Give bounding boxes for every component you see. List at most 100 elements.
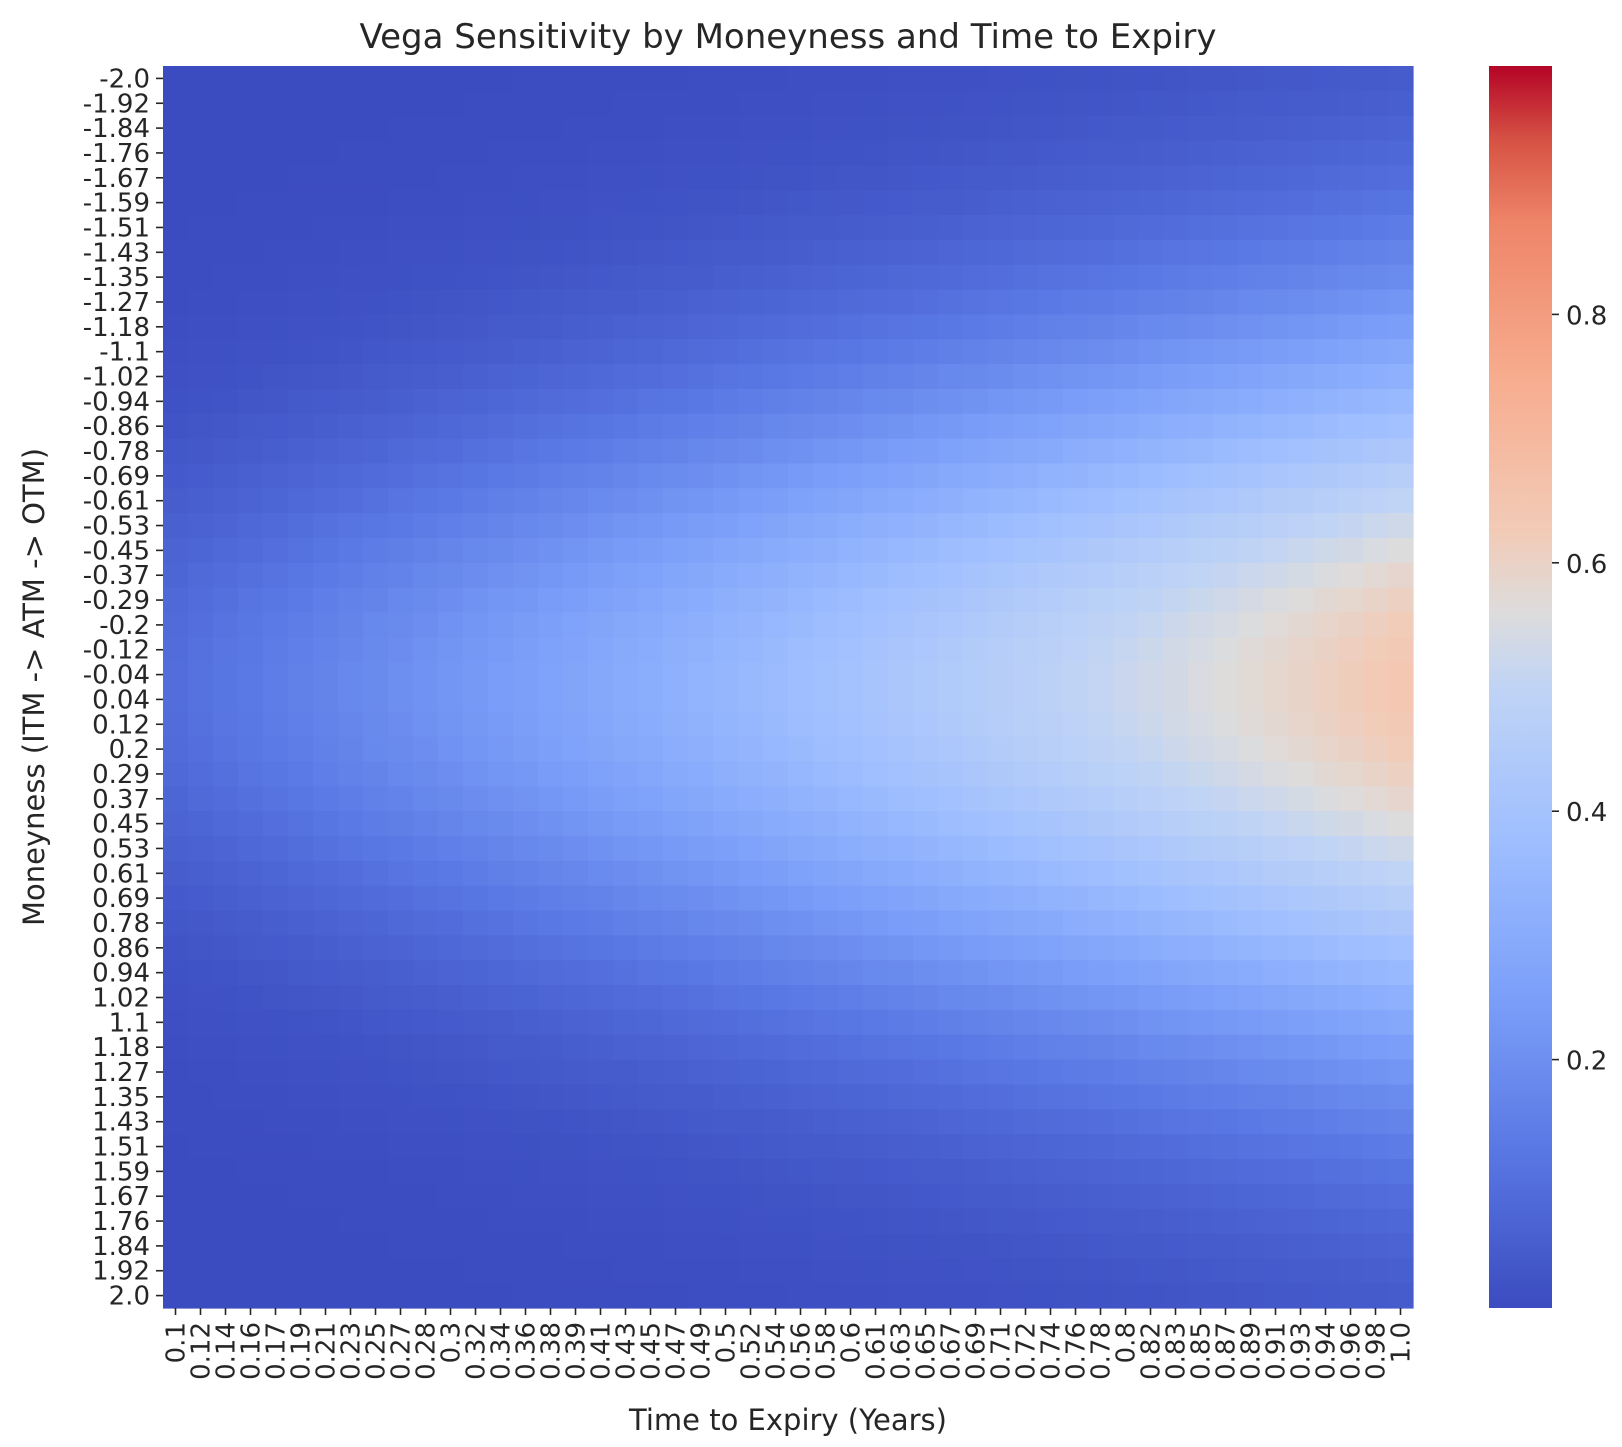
heatmap-cell bbox=[238, 165, 264, 191]
heatmap-cell bbox=[763, 413, 789, 440]
heatmap-cell bbox=[963, 1134, 989, 1160]
heatmap-cell bbox=[1138, 364, 1164, 390]
x-tick-label: 0.91 bbox=[1262, 1322, 1292, 1380]
heatmap-cell bbox=[338, 761, 364, 787]
heatmap-cell bbox=[1138, 314, 1164, 340]
heatmap-cell bbox=[513, 935, 539, 961]
heatmap-cell bbox=[1313, 985, 1339, 1011]
heatmap-cell bbox=[513, 1059, 539, 1086]
heatmap-cell bbox=[1238, 364, 1264, 390]
heatmap-cell bbox=[788, 836, 814, 862]
heatmap-cell bbox=[988, 488, 1014, 514]
heatmap-cell bbox=[1238, 711, 1264, 738]
heatmap-cell bbox=[1263, 140, 1289, 166]
heatmap-cell bbox=[513, 860, 539, 887]
heatmap-cell bbox=[313, 1258, 339, 1284]
heatmap-cell bbox=[1113, 885, 1139, 912]
heatmap-cell bbox=[988, 736, 1014, 763]
heatmap-cell bbox=[1388, 1208, 1414, 1235]
heatmap-cell bbox=[1388, 1183, 1414, 1210]
heatmap-cell bbox=[788, 1208, 814, 1235]
heatmap-cell bbox=[1238, 165, 1264, 191]
heatmap-cell bbox=[963, 935, 989, 961]
heatmap-cell bbox=[1363, 860, 1389, 887]
heatmap-cell bbox=[738, 662, 764, 688]
heatmap-cell bbox=[338, 885, 364, 912]
heatmap-cell bbox=[388, 910, 414, 936]
heatmap-cell bbox=[563, 488, 589, 514]
heatmap-cell bbox=[338, 587, 364, 614]
heatmap-cell bbox=[813, 1034, 839, 1061]
heatmap-cell bbox=[763, 488, 789, 514]
heatmap-cell bbox=[888, 935, 914, 961]
heatmap-cell bbox=[1213, 885, 1239, 912]
heatmap-cell bbox=[963, 115, 989, 142]
heatmap-cell bbox=[738, 513, 764, 539]
heatmap-cell bbox=[1163, 140, 1189, 166]
heatmap-cell bbox=[1338, 289, 1364, 315]
heatmap-cell bbox=[1163, 388, 1189, 415]
heatmap-cell bbox=[1263, 1208, 1289, 1235]
heatmap-cell bbox=[663, 587, 689, 614]
heatmap-cell bbox=[738, 388, 764, 415]
heatmap-cell bbox=[1063, 562, 1089, 589]
heatmap-cell bbox=[763, 537, 789, 564]
heatmap-cell bbox=[588, 364, 614, 390]
heatmap-cell bbox=[488, 587, 514, 614]
heatmap-cell bbox=[1138, 1283, 1164, 1309]
heatmap-cell bbox=[588, 637, 614, 663]
heatmap-cell bbox=[313, 339, 339, 365]
x-tick-label: 0.82 bbox=[1137, 1322, 1167, 1380]
heatmap-cell bbox=[388, 860, 414, 887]
heatmap-cell bbox=[663, 264, 689, 291]
heatmap-cell bbox=[1263, 1134, 1289, 1160]
heatmap-cell bbox=[513, 662, 539, 688]
heatmap-cell bbox=[288, 339, 314, 365]
heatmap-cell bbox=[163, 1084, 189, 1110]
heatmap-cell bbox=[1038, 1233, 1064, 1259]
heatmap-cell bbox=[1388, 860, 1414, 887]
heatmap-cell bbox=[1038, 985, 1064, 1011]
heatmap-cell bbox=[463, 960, 489, 986]
heatmap-cell bbox=[563, 115, 589, 142]
heatmap-cell bbox=[1263, 1183, 1289, 1210]
heatmap-cell bbox=[663, 115, 689, 142]
heatmap-cell bbox=[1363, 960, 1389, 986]
heatmap-cell bbox=[763, 860, 789, 887]
heatmap-cell bbox=[1213, 612, 1239, 638]
heatmap-cell bbox=[913, 562, 939, 589]
heatmap-cell bbox=[788, 960, 814, 986]
heatmap-cell bbox=[1313, 637, 1339, 663]
heatmap-cell bbox=[1038, 1283, 1064, 1309]
heatmap-cell bbox=[213, 215, 239, 241]
heatmap-cell bbox=[188, 885, 214, 912]
heatmap-cell bbox=[188, 364, 214, 390]
heatmap-cell bbox=[288, 736, 314, 763]
heatmap-cell bbox=[1113, 537, 1139, 564]
heatmap-cell bbox=[413, 537, 439, 564]
heatmap-cell bbox=[1038, 488, 1064, 514]
heatmap-cell bbox=[1063, 1208, 1089, 1235]
heatmap-cell bbox=[788, 215, 814, 241]
heatmap-cell bbox=[713, 264, 739, 291]
heatmap-cell bbox=[263, 960, 289, 986]
heatmap-cell bbox=[788, 314, 814, 340]
heatmap-cell bbox=[538, 264, 564, 291]
heatmap-cell bbox=[938, 537, 964, 564]
heatmap-cell bbox=[188, 388, 214, 415]
heatmap-cell bbox=[1038, 388, 1064, 415]
heatmap-cell bbox=[663, 1084, 689, 1110]
heatmap-cell bbox=[538, 885, 564, 912]
heatmap-cell bbox=[663, 1283, 689, 1309]
heatmap-cell bbox=[688, 1208, 714, 1235]
heatmap-cell bbox=[663, 339, 689, 365]
heatmap-cell bbox=[988, 860, 1014, 887]
heatmap-cell bbox=[838, 985, 864, 1011]
heatmap-cell bbox=[838, 438, 864, 465]
heatmap-cell bbox=[813, 115, 839, 142]
heatmap-cell bbox=[913, 960, 939, 986]
heatmap-cell bbox=[1388, 1258, 1414, 1284]
heatmap-cell bbox=[613, 562, 639, 589]
heatmap-cell bbox=[788, 1009, 814, 1036]
heatmap-cell bbox=[563, 711, 589, 738]
